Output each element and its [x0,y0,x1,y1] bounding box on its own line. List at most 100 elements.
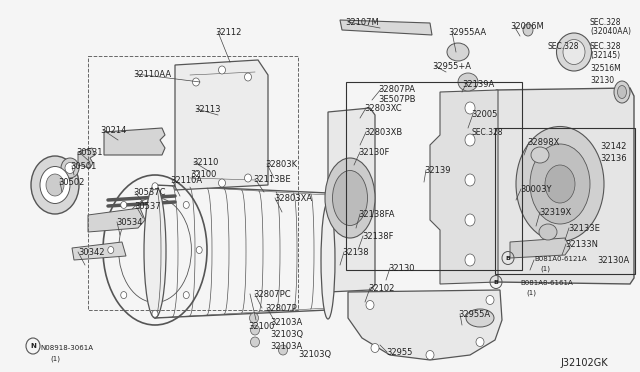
Ellipse shape [40,167,70,203]
Text: 32103A: 32103A [270,342,302,351]
Ellipse shape [466,309,494,327]
Ellipse shape [523,24,533,36]
Ellipse shape [366,301,374,310]
Ellipse shape [458,73,478,91]
Text: B081A0-6121A: B081A0-6121A [534,256,587,262]
Ellipse shape [426,350,434,359]
Text: 30502: 30502 [58,178,84,187]
Text: 32113: 32113 [194,105,221,114]
Text: (1): (1) [540,265,550,272]
Ellipse shape [516,126,604,241]
Text: 32110A: 32110A [170,176,202,185]
Text: 32103Q: 32103Q [270,330,303,339]
Text: SEC.328: SEC.328 [590,18,621,27]
Text: 32110: 32110 [192,158,218,167]
Ellipse shape [476,337,484,346]
Polygon shape [340,20,432,35]
Ellipse shape [193,78,200,86]
Text: 32107M: 32107M [345,18,379,27]
Polygon shape [328,108,375,292]
Text: B081A8-6161A: B081A8-6161A [520,280,573,286]
Ellipse shape [618,86,627,99]
Text: 32110AA: 32110AA [133,70,171,79]
Ellipse shape [531,147,549,163]
Text: 32807P: 32807P [265,304,297,313]
Ellipse shape [46,174,64,196]
Text: 32130F: 32130F [358,148,389,157]
Ellipse shape [250,325,259,335]
Ellipse shape [193,171,200,179]
Ellipse shape [196,247,202,253]
Ellipse shape [121,201,127,208]
Text: 32898X: 32898X [527,138,559,147]
Text: (32145): (32145) [590,51,620,60]
Ellipse shape [121,292,127,299]
Text: B: B [493,279,499,285]
Text: 30537C: 30537C [133,188,166,197]
Bar [346,82,522,270]
Ellipse shape [563,39,585,64]
Text: 32138: 32138 [342,248,369,257]
Text: (32040AA): (32040AA) [590,27,631,36]
Ellipse shape [278,345,287,355]
Ellipse shape [465,102,475,114]
Text: 32803XA: 32803XA [274,194,312,203]
Text: 32319X: 32319X [539,208,572,217]
Text: 32100: 32100 [190,170,216,179]
Text: 32133E: 32133E [568,224,600,233]
Polygon shape [88,208,145,232]
Ellipse shape [250,337,259,347]
Polygon shape [496,88,634,284]
Text: 32130: 32130 [388,264,415,273]
Text: 32138FA: 32138FA [358,210,394,219]
Text: 32130A: 32130A [597,256,629,265]
Text: 32006M: 32006M [510,22,544,31]
Text: 30531: 30531 [76,148,102,157]
Ellipse shape [530,144,590,224]
Text: 30003Y: 30003Y [520,185,552,194]
Text: B: B [506,256,511,260]
Text: 32005: 32005 [471,110,497,119]
Text: SEC.328: SEC.328 [471,128,502,137]
Ellipse shape [244,174,252,182]
Text: 32142: 32142 [600,142,627,151]
Text: 32113BE: 32113BE [253,175,291,184]
Ellipse shape [539,224,557,240]
Ellipse shape [465,214,475,226]
Ellipse shape [325,158,375,238]
Polygon shape [430,90,498,284]
Ellipse shape [144,185,166,318]
Ellipse shape [557,33,591,71]
Text: 30534: 30534 [116,218,143,227]
Text: 32955A: 32955A [458,310,490,319]
Text: 32955: 32955 [386,348,412,357]
Text: 32139A: 32139A [462,80,494,89]
Bar [495,128,635,274]
Ellipse shape [152,183,158,190]
Text: 32102: 32102 [368,284,394,293]
Ellipse shape [65,163,75,173]
Text: 32103Q: 32103Q [298,350,331,359]
Polygon shape [348,290,502,360]
Text: N: N [30,343,36,349]
Ellipse shape [183,201,189,208]
Text: 32803K: 32803K [265,160,297,169]
Text: 32955AA: 32955AA [448,28,486,37]
Text: (1): (1) [50,355,60,362]
Ellipse shape [486,295,494,305]
Text: 32112: 32112 [215,28,241,37]
Text: 30537: 30537 [134,202,161,211]
Text: (1): (1) [526,289,536,295]
Text: 32139: 32139 [424,166,451,175]
Text: 32136: 32136 [600,154,627,163]
Text: 32100: 32100 [248,322,275,331]
Ellipse shape [465,134,475,146]
Text: 32955+A: 32955+A [432,62,471,71]
Text: 32138F: 32138F [362,232,394,241]
Ellipse shape [183,292,189,299]
Text: 30342: 30342 [78,248,104,257]
Text: SEC.328: SEC.328 [547,42,579,51]
Ellipse shape [465,174,475,186]
Text: N08918-3061A: N08918-3061A [40,345,93,351]
Polygon shape [72,242,126,260]
